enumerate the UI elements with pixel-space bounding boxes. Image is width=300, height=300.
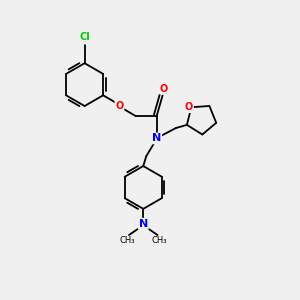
Text: O: O: [160, 84, 168, 94]
Text: O: O: [185, 102, 193, 112]
Text: O: O: [116, 101, 124, 111]
Text: CH₃: CH₃: [119, 236, 135, 245]
Text: N: N: [139, 219, 148, 229]
Text: CH₃: CH₃: [152, 236, 167, 245]
Text: N: N: [152, 134, 161, 143]
Text: Cl: Cl: [79, 32, 90, 42]
